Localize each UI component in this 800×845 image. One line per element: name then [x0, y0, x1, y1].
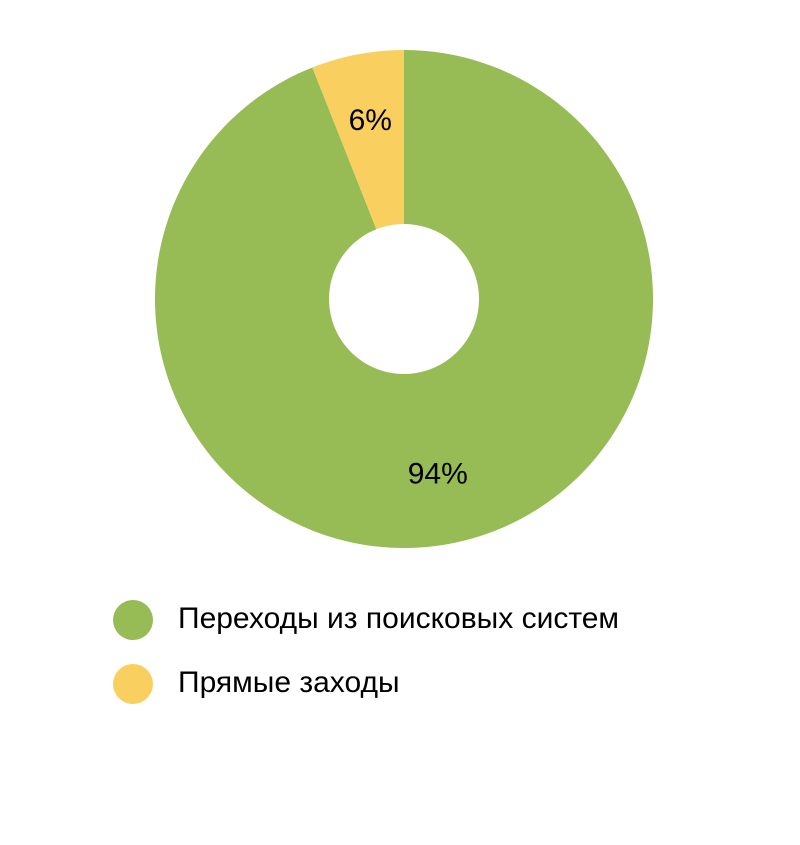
legend-label: Переходы из поисковых систем	[178, 602, 619, 635]
donut-slice	[312, 50, 404, 230]
legend-label: Прямые заходы	[178, 666, 400, 699]
donut-slice	[154, 50, 654, 548]
value-label: 94%	[408, 458, 468, 491]
legend-swatch	[113, 600, 153, 640]
value-label: 6%	[349, 104, 392, 137]
legend-swatch	[113, 664, 153, 704]
